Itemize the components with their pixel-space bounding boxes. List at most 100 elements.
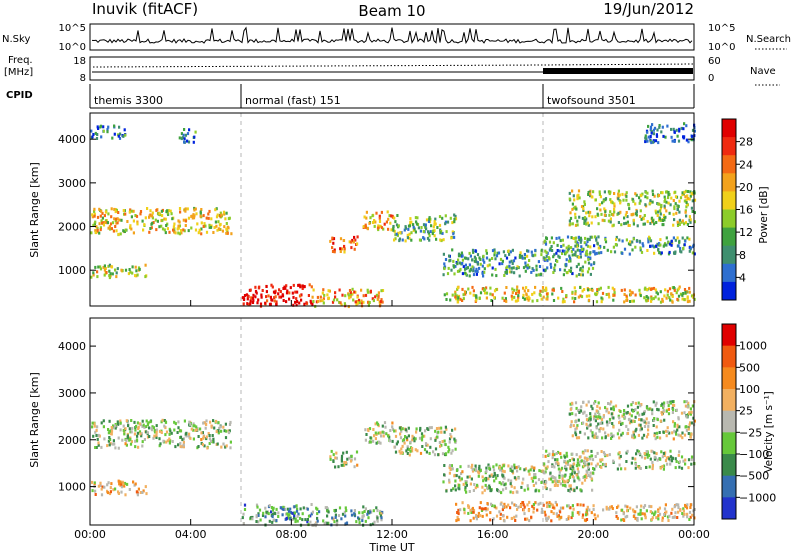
scatter-cell [672, 236, 675, 240]
scatter-cell [280, 506, 283, 510]
scatter-cell [568, 489, 571, 493]
scatter-cell [195, 425, 198, 429]
scatter-cell [475, 267, 478, 271]
scatter-cell [115, 221, 118, 225]
scatter-cell [532, 506, 535, 510]
scatter-cell [122, 229, 125, 233]
scatter-cell [647, 124, 650, 128]
scatter-cell [685, 124, 688, 128]
scatter-cell [603, 452, 606, 456]
scatter-cell [93, 222, 96, 226]
scatter-cell [489, 511, 492, 515]
scatter-cell [561, 238, 564, 242]
scatter-cell [118, 125, 121, 129]
scatter-cell [294, 517, 297, 521]
scatter-cell [180, 231, 183, 235]
scatter-cell [158, 444, 161, 448]
scatter-cell [116, 420, 119, 424]
scatter-cell [536, 508, 539, 512]
scatter-cell [685, 214, 688, 218]
scatter-cell [627, 203, 630, 207]
scatter-cell [684, 189, 688, 193]
scatter-cell [397, 224, 400, 228]
scatter-cell [257, 512, 260, 516]
scatter-cell [147, 421, 150, 425]
scatter-cell [168, 437, 171, 441]
scatter-cell [485, 469, 488, 473]
scatter-cell [468, 490, 471, 493]
scatter-cell [677, 294, 681, 298]
scatter-cell [602, 415, 605, 419]
scatter-cell [242, 522, 245, 525]
scatter-cell [387, 217, 390, 221]
scatter-cell [642, 217, 645, 221]
scatter-cell [653, 417, 656, 420]
scatter-cell [531, 299, 534, 303]
scatter-cell [92, 271, 95, 275]
scatter-cell [523, 488, 526, 492]
scatter-cell [517, 465, 520, 469]
scatter-cell [505, 505, 508, 509]
scatter-cell [686, 413, 690, 417]
scatter-cell [412, 225, 415, 229]
scatter-cell [419, 229, 422, 233]
scatter-cell [177, 219, 180, 223]
scatter-cell [271, 515, 274, 519]
colorbar-swatch [722, 227, 736, 247]
scatter-cell [662, 244, 665, 248]
colorbar-swatch [722, 281, 736, 301]
scatter-cell [482, 274, 485, 278]
scatter-cell [299, 507, 302, 511]
scatter-cell [619, 454, 622, 458]
scatter-cell [193, 424, 196, 428]
scatter-cell [601, 458, 604, 462]
scatter-cell [102, 419, 105, 423]
nsearch-label: N.Search [746, 34, 791, 45]
scatter-cell [604, 462, 607, 466]
scatter-cell [566, 235, 570, 239]
scatter-cell [332, 237, 336, 241]
scatter-cell [96, 437, 99, 441]
freq-tick-top: 18 [73, 56, 86, 67]
scatter-cell [493, 289, 497, 293]
scatter-cell [103, 485, 106, 489]
scatter-cell [665, 243, 668, 247]
scatter-cell [560, 286, 563, 290]
scatter-cell [373, 219, 376, 222]
scatter-cell [449, 467, 452, 471]
scatter-cell [200, 431, 203, 435]
scatter-cell [364, 428, 367, 432]
scatter-cell [95, 428, 98, 432]
scatter-cell [383, 222, 386, 226]
scatter-cell [341, 512, 345, 516]
scatter-cell [399, 451, 402, 455]
scatter-cell [636, 449, 639, 453]
scatter-cell [617, 192, 620, 196]
scatter-cell [660, 130, 663, 134]
scatter-cell [663, 507, 667, 511]
scatter-cell [128, 210, 131, 214]
scatter-cell [485, 251, 488, 255]
scatter-cell [628, 207, 631, 211]
scatter-cell [468, 263, 471, 267]
scatter-cell [642, 433, 646, 437]
scatter-cell [113, 124, 116, 128]
scatter-cell [661, 518, 664, 522]
scatter-cell [380, 518, 383, 522]
scatter-cell [639, 294, 642, 298]
scatter-cell [374, 295, 377, 299]
scatter-cell [487, 463, 490, 467]
scatter-cell [504, 270, 507, 274]
scatter-cell [161, 214, 164, 217]
scatter-cell [598, 413, 601, 416]
scatter-cell [574, 290, 577, 294]
scatter-cell [224, 436, 228, 440]
scatter-cell [570, 420, 573, 424]
scatter-cell [677, 503, 680, 507]
scatter-cell [574, 244, 577, 248]
scatter-cell [466, 266, 469, 270]
scatter-cell [681, 236, 684, 240]
scatter-cell [389, 429, 392, 432]
scatter-cell [562, 273, 565, 277]
scatter-cell [588, 417, 591, 421]
